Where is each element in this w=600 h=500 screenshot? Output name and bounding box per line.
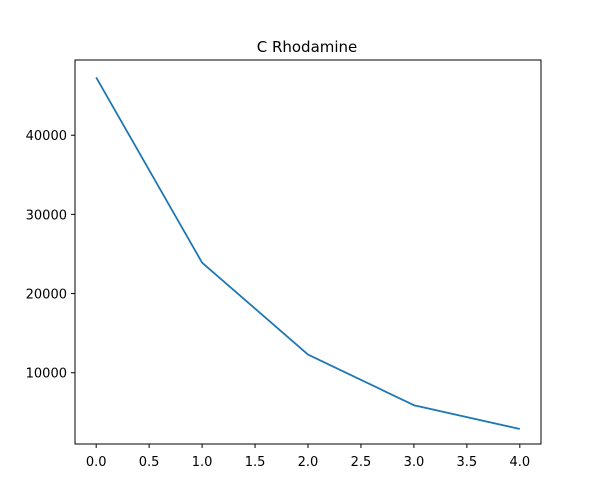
x-tick-label: 1.5 — [245, 455, 266, 470]
y-tick-label: 10000 — [26, 367, 67, 382]
plot-area-frame — [74, 59, 542, 445]
x-tick-label: 1.0 — [192, 455, 213, 470]
y-axis-ticks: 10000 20000 30000 40000 — [26, 129, 75, 382]
y-tick-label: 40000 — [26, 129, 67, 144]
x-axis-ticks: 0.0 0.5 1.0 1.5 2.0 2.5 3.0 3.5 4.0 — [86, 444, 530, 470]
x-tick-label: 3.5 — [457, 455, 478, 470]
x-tick-label: 3.0 — [404, 455, 425, 470]
chart-title: C Rhodamine — [257, 38, 358, 56]
x-tick-label: 0.5 — [139, 455, 160, 470]
x-tick-label: 4.0 — [509, 455, 530, 470]
y-tick-label: 20000 — [26, 288, 67, 303]
y-tick-label: 30000 — [26, 208, 67, 223]
x-tick-label: 2.0 — [298, 455, 319, 470]
x-tick-label: 0.0 — [86, 455, 107, 470]
x-tick-label: 2.5 — [351, 455, 372, 470]
series-layer — [95, 76, 521, 430]
